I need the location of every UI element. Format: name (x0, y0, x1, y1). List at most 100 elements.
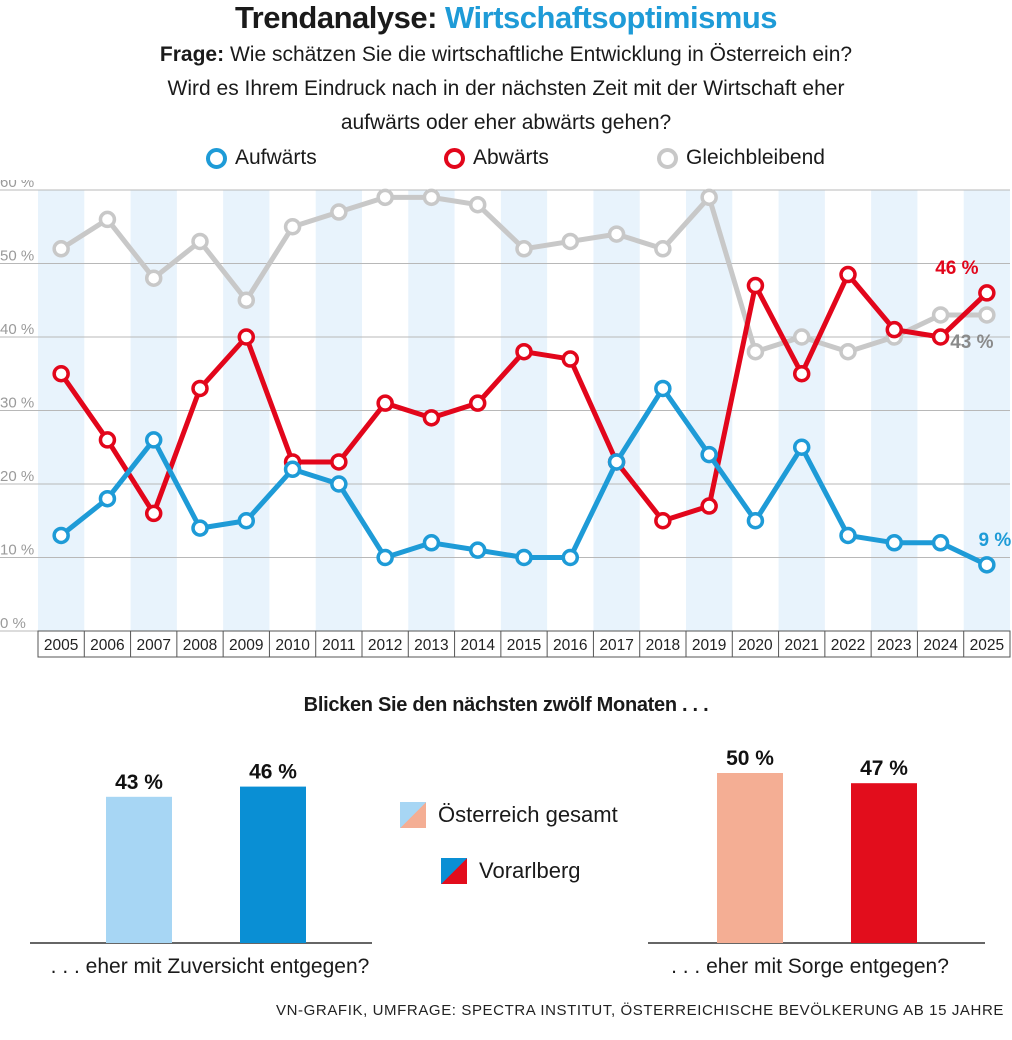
data-point-up (931, 534, 950, 552)
end-label-same: 43 % (950, 332, 993, 353)
data-point-same (52, 240, 70, 258)
data-point-down (98, 431, 117, 449)
data-point-down (700, 497, 718, 515)
data-point-down (468, 394, 487, 412)
austria-swatch-icon (400, 802, 426, 828)
data-point-up (885, 534, 904, 552)
x-tick-label: 2020 (738, 637, 773, 654)
bar-legend-item-vorarlberg: Vorarlberg (441, 858, 581, 884)
chart-title: Trendanalyse: Wirtschaftsoptimismus (0, 0, 1012, 36)
legend-down-marker-icon (444, 147, 465, 169)
data-point-down (931, 328, 950, 346)
data-point-up (746, 512, 765, 530)
x-tick-label: 2013 (414, 637, 448, 654)
x-tick-label: 2009 (229, 637, 263, 654)
x-tick-label: 2015 (507, 637, 541, 654)
x-tick-label: 2012 (368, 637, 402, 654)
line-chart-legend: Aufwärts Abwärts Gleichbleibend (0, 146, 1012, 178)
question-label: Frage: (159, 43, 225, 66)
bar-concern-austria (717, 773, 783, 943)
legend-same-label: Gleichbleibend (686, 146, 825, 169)
data-point-up (607, 453, 626, 471)
legend-down-label: Abwärts (473, 146, 549, 169)
data-point-up (515, 548, 533, 567)
data-point-up (191, 519, 209, 537)
source-note: VN-GRAFIK, UMFRAGE: SPECTRA INSTITUT, ÖS… (276, 1002, 1004, 1019)
x-tick-label: 2011 (322, 637, 355, 654)
x-tick-label: 2006 (90, 637, 124, 654)
data-point-up (978, 556, 996, 574)
legend-item-up: Aufwärts (206, 146, 317, 170)
bar-value-label: 50 % (726, 747, 774, 770)
data-point-up (792, 438, 811, 456)
x-tick-label: 2008 (183, 637, 217, 654)
data-point-same (98, 210, 117, 229)
y-tick-label: 30 % (0, 395, 34, 412)
data-point-down (191, 379, 209, 398)
bar-concern-vorarlberg (851, 783, 917, 943)
data-point-same (191, 232, 209, 251)
data-point-same (700, 188, 718, 207)
title-part-2: Wirtschaftsoptimismus (445, 0, 778, 35)
bar-chart: 43 % 46 % 50 % 47 % (30, 747, 985, 944)
data-point-same (515, 240, 533, 258)
data-point-same (237, 291, 256, 309)
x-tick-label: 2005 (44, 637, 78, 654)
bar-caption-confidence: . . . eher mit Zuversicht entgegen? (50, 955, 370, 978)
data-point-same (330, 203, 348, 221)
bar-value-label: 43 % (115, 771, 163, 794)
data-point-down (330, 453, 348, 471)
data-point-down (144, 504, 163, 523)
legend-up-label: Aufwärts (235, 146, 317, 169)
bar-confidence-vorarlberg (240, 786, 306, 943)
data-point-same (422, 188, 441, 207)
legend-up-marker-icon (206, 147, 227, 169)
data-point-same (468, 195, 487, 214)
line-chart: 0 % 10 % 20 % 30 % 40 % 50 % 60 % 2005 2006 2007 2… (0, 180, 1011, 658)
data-point-same (931, 306, 950, 324)
data-point-same (839, 342, 857, 361)
y-tick-label: 20 % (0, 468, 34, 485)
end-label-down: 46 % (935, 258, 978, 279)
bar-confidence-austria (106, 796, 172, 943)
data-point-down (654, 512, 672, 530)
bar-legend-item-austria: Österreich gesamt (400, 802, 618, 828)
end-label-up: 9 % (978, 530, 1011, 551)
data-point-same (978, 306, 996, 324)
data-point-same (654, 240, 672, 258)
title-part-1: Trendanalyse: (234, 0, 437, 35)
survey-question: Frage: Wie schätzen Sie die wirtschaftli… (90, 38, 922, 140)
data-point-down (792, 365, 811, 383)
data-point-up (700, 445, 718, 464)
x-tick-label: 2023 (877, 637, 911, 654)
x-axis-box (37, 630, 1011, 658)
x-tick-label: 2024 (923, 637, 958, 654)
data-point-same (746, 342, 765, 361)
data-point-up (52, 526, 70, 545)
data-point-up (330, 475, 348, 493)
data-point-down (422, 409, 441, 427)
bar-legend-vorarlberg-label: Vorarlberg (479, 858, 581, 883)
legend-item-same: Gleichbleibend (657, 146, 825, 170)
data-point-same (561, 232, 580, 251)
x-tick-label: 2014 (460, 637, 495, 654)
data-point-down (376, 394, 394, 412)
data-point-up (376, 548, 394, 567)
x-tick-label: 2021 (784, 637, 818, 654)
data-point-down (746, 276, 765, 295)
data-point-up (422, 534, 441, 552)
data-point-up (654, 379, 672, 398)
data-point-up (283, 460, 302, 479)
x-tick-label: 2025 (970, 637, 1004, 654)
bar-value-label: 46 % (249, 761, 297, 784)
y-tick-label: 10 % (0, 542, 34, 559)
question-line-2: Wird es Ihrem Eindruck nach in der nächs… (167, 77, 845, 100)
question-line-3: aufwärts oder eher abwärts gehen? (340, 111, 672, 134)
data-point-up (98, 489, 117, 508)
legend-same-marker-icon (657, 147, 678, 169)
data-point-down (561, 350, 580, 368)
x-tick-label: 2019 (692, 637, 726, 654)
data-point-up (839, 526, 857, 545)
y-tick-label: 60 % (0, 180, 34, 191)
x-tick-label: 2017 (599, 637, 633, 654)
